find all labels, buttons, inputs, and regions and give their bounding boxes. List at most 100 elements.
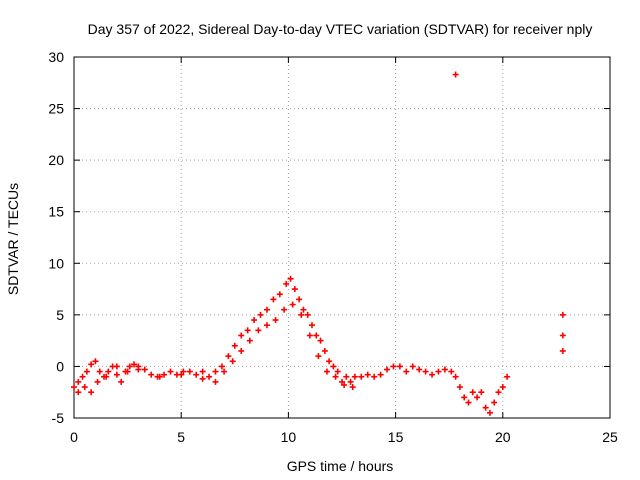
data-point <box>206 373 213 380</box>
data-point <box>364 371 371 378</box>
data-point <box>478 389 485 396</box>
data-point <box>229 358 236 365</box>
data-point <box>323 368 330 375</box>
x-tick-label: 0 <box>70 429 78 445</box>
data-point <box>358 373 365 380</box>
data-point <box>341 381 348 388</box>
data-point <box>351 373 358 380</box>
y-tick-label: 5 <box>56 307 64 323</box>
data-point <box>441 366 448 373</box>
data-point <box>263 322 270 329</box>
data-point <box>79 373 86 380</box>
data-point <box>124 368 131 375</box>
data-point <box>559 332 566 339</box>
data-point <box>486 409 493 416</box>
data-point <box>141 366 148 373</box>
data-point <box>244 327 251 334</box>
data-point <box>71 384 77 391</box>
data-point <box>75 378 82 385</box>
data-point <box>298 311 305 318</box>
data-point <box>212 378 219 385</box>
data-point <box>343 373 350 380</box>
data-point <box>96 368 103 375</box>
data-point <box>231 342 238 349</box>
data-point <box>371 373 378 380</box>
data-point <box>330 363 337 370</box>
grid-lines <box>74 57 610 418</box>
data-point <box>435 368 442 375</box>
data-point <box>291 286 298 293</box>
data-point <box>156 373 163 380</box>
data-point <box>326 358 333 365</box>
data-point <box>131 361 138 368</box>
data-point <box>452 373 459 380</box>
data-point <box>456 384 463 391</box>
data-point <box>281 306 288 313</box>
x-tick-label: 10 <box>281 429 297 445</box>
data-point <box>118 378 125 385</box>
axis-ticks: 0 5 10 15 20 25 -5 0 5 10 15 20 25 30 <box>48 49 618 445</box>
y-tick-label: 0 <box>56 358 64 374</box>
data-point <box>495 389 502 396</box>
x-tick-label: 25 <box>602 429 618 445</box>
data-point <box>283 280 290 287</box>
data-point <box>349 384 356 391</box>
data-point <box>178 371 185 378</box>
data-point <box>212 368 219 375</box>
chart-title: Day 357 of 2022, Sidereal Day-to-day VTE… <box>88 21 593 37</box>
data-point <box>167 368 174 375</box>
data-point <box>491 399 498 406</box>
data-point <box>306 332 313 339</box>
data-point <box>105 368 112 375</box>
data-point <box>482 404 489 411</box>
data-point <box>422 368 429 375</box>
data-point <box>270 296 277 303</box>
data-points <box>71 71 566 416</box>
data-point <box>504 373 511 380</box>
data-point <box>81 384 88 391</box>
data-point <box>559 347 566 354</box>
data-point <box>246 337 253 344</box>
data-point <box>403 368 410 375</box>
data-point <box>384 366 391 373</box>
data-point <box>321 347 328 354</box>
x-axis-title: GPS time / hours <box>287 458 394 474</box>
data-point <box>161 371 168 378</box>
data-point <box>334 368 341 375</box>
data-point <box>276 291 283 298</box>
data-point <box>332 373 339 380</box>
y-tick-label: 15 <box>48 204 64 220</box>
data-point <box>148 371 155 378</box>
data-point <box>313 332 320 339</box>
data-point <box>135 366 142 373</box>
data-point <box>113 363 120 370</box>
data-point <box>465 399 472 406</box>
data-point <box>199 368 206 375</box>
data-point <box>461 394 468 401</box>
data-point <box>199 375 206 382</box>
data-point <box>448 368 455 375</box>
data-point <box>92 358 99 365</box>
data-point <box>238 332 245 339</box>
data-point <box>287 275 294 282</box>
data-point <box>255 327 262 334</box>
data-point <box>257 311 264 318</box>
data-point <box>409 363 416 370</box>
data-point <box>304 311 311 318</box>
data-point <box>225 353 232 360</box>
y-axis-title: SDTVAR / TECUs <box>5 183 21 295</box>
x-tick-label: 5 <box>177 429 185 445</box>
y-tick-label: 10 <box>48 255 64 271</box>
x-tick-label: 20 <box>495 429 511 445</box>
plot-frame <box>73 56 611 419</box>
data-point <box>317 337 324 344</box>
data-point <box>83 368 90 375</box>
y-tick-label: 30 <box>48 49 64 65</box>
x-tick-label: 15 <box>388 429 404 445</box>
data-point <box>218 363 225 370</box>
data-point <box>315 353 322 360</box>
data-point <box>186 368 193 375</box>
data-point <box>238 347 245 354</box>
data-point <box>390 363 397 370</box>
